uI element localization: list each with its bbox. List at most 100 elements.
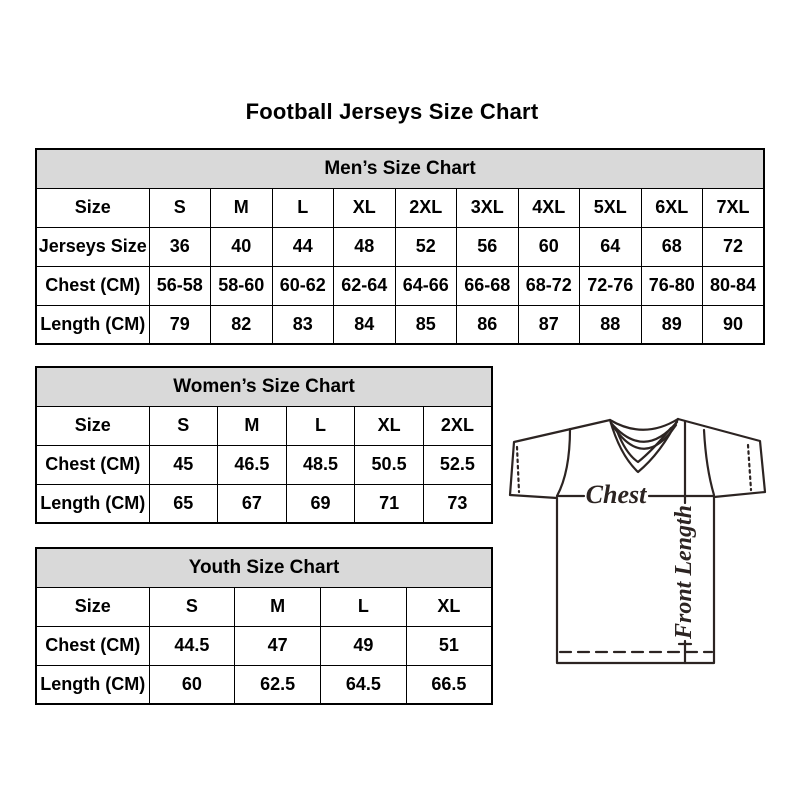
row-label-cell: Chest (CM) bbox=[35, 625, 150, 666]
table-cell: 71 bbox=[354, 483, 424, 524]
sleeve-seam-left bbox=[555, 427, 572, 498]
table-cell: L bbox=[320, 586, 407, 627]
vneck-inner-edge bbox=[615, 426, 673, 464]
table-cell: 84 bbox=[333, 304, 396, 345]
table-cell: 66-68 bbox=[456, 265, 519, 306]
table-cell: 64-66 bbox=[394, 265, 457, 306]
table-row: Chest (CM) 56-58 58-60 60-62 62-64 64-66 66-68… bbox=[35, 265, 765, 306]
table-cell: S bbox=[148, 187, 211, 228]
table-cell: 44.5 bbox=[148, 625, 236, 666]
table-title: Women’s Size Chart bbox=[35, 366, 493, 407]
table-cell: M bbox=[234, 586, 321, 627]
table-cell: M bbox=[217, 405, 287, 446]
table-cell: 3XL bbox=[456, 187, 519, 228]
table-row: Length (CM) 60 62.5 64.5 66.5 bbox=[35, 664, 493, 705]
table-cell: 6XL bbox=[640, 187, 703, 228]
table-title: Youth Size Chart bbox=[35, 547, 493, 588]
table-cell: 82 bbox=[210, 304, 273, 345]
table-cell: 85 bbox=[394, 304, 457, 345]
vneck-outer-edge bbox=[608, 417, 680, 474]
table-cell: 76-80 bbox=[640, 265, 703, 306]
table-row: Chest (CM) 45 46.5 48.5 50.5 52.5 bbox=[35, 444, 493, 485]
table-cell: 48 bbox=[333, 226, 396, 267]
table-cell: 69 bbox=[285, 483, 356, 524]
table-cell: 7XL bbox=[702, 187, 765, 228]
sleeve-stitch-right bbox=[746, 443, 753, 492]
table-cell: S bbox=[148, 586, 236, 627]
table-title: Men’s Size Chart bbox=[35, 148, 765, 189]
table-cell: 64 bbox=[579, 226, 642, 267]
row-label-cell: Size bbox=[35, 187, 150, 228]
table-cell: XL bbox=[333, 187, 396, 228]
table-cell: 72-76 bbox=[579, 265, 642, 306]
table-row: Size S M L XL 2XL 3XL 4XL 5XL 6XL 7XL bbox=[35, 187, 765, 228]
table-cell: L bbox=[285, 405, 356, 446]
table-row: Size S M L XL 2XL bbox=[35, 405, 493, 446]
table-cell: 47 bbox=[234, 625, 321, 666]
table-cell: XL bbox=[354, 405, 424, 446]
womens-size-table: Women’s Size Chart Size S M L XL 2XL Chest (CM)… bbox=[35, 366, 493, 524]
table-cell: 68-72 bbox=[517, 265, 580, 306]
table-cell: 5XL bbox=[579, 187, 642, 228]
chest-measure-label: Chest bbox=[586, 480, 647, 509]
table-cell: 83 bbox=[271, 304, 334, 345]
sleeve-stitch-left bbox=[515, 445, 521, 494]
jersey-outline bbox=[508, 417, 767, 665]
sleeve-seam-right bbox=[702, 428, 716, 497]
row-label-cell: Length (CM) bbox=[35, 304, 150, 345]
table-cell: 64.5 bbox=[320, 664, 407, 705]
table-cell: 73 bbox=[422, 483, 493, 524]
table-cell: 90 bbox=[702, 304, 765, 345]
table-cell: 45 bbox=[148, 444, 219, 485]
table-cell: 89 bbox=[640, 304, 703, 345]
table-row: Length (CM) 79 82 83 84 85 86 87 88 89 90 bbox=[35, 304, 765, 345]
table-cell: 86 bbox=[456, 304, 519, 345]
table-cell: XL bbox=[405, 586, 493, 627]
youth-size-table: Youth Size Chart Size S M L XL Chest (CM) 44.5 4… bbox=[35, 547, 493, 705]
table-cell: M bbox=[210, 187, 273, 228]
table-cell: 52 bbox=[394, 226, 457, 267]
row-label-cell: Size bbox=[35, 405, 150, 446]
row-label-cell: Length (CM) bbox=[35, 664, 150, 705]
row-label-cell: Jerseys Size bbox=[35, 226, 150, 267]
collar-back-curve-1 bbox=[608, 417, 680, 431]
table-cell: 66.5 bbox=[405, 664, 493, 705]
table-row: Length (CM) 65 67 69 71 73 bbox=[35, 483, 493, 524]
table-cell: 52.5 bbox=[422, 444, 493, 485]
row-label-cell: Size bbox=[35, 586, 150, 627]
table-cell: 62.5 bbox=[234, 664, 321, 705]
table-cell: 40 bbox=[210, 226, 273, 267]
table-cell: 87 bbox=[517, 304, 580, 345]
table-cell: 60-62 bbox=[271, 265, 334, 306]
table-cell: 48.5 bbox=[285, 444, 356, 485]
row-label-cell: Chest (CM) bbox=[35, 444, 150, 485]
table-cell: 44 bbox=[271, 226, 334, 267]
table-cell: 50.5 bbox=[354, 444, 424, 485]
table-cell: 56 bbox=[456, 226, 519, 267]
mens-size-table: Men’s Size Chart Size S M L XL 2XL 3XL 4XL 5XL 6XL… bbox=[35, 148, 765, 345]
table-cell: 72 bbox=[702, 226, 765, 267]
table-cell: 68 bbox=[640, 226, 703, 267]
table-cell: 67 bbox=[217, 483, 287, 524]
jersey-measurement-diagram: Chest Front Length bbox=[508, 417, 767, 665]
front-length-measure-label: Front Length bbox=[671, 505, 697, 640]
table-cell: 65 bbox=[148, 483, 219, 524]
table-cell: 60 bbox=[517, 226, 580, 267]
table-cell: 2XL bbox=[394, 187, 457, 228]
table-row: Size S M L XL bbox=[35, 586, 493, 627]
table-cell: L bbox=[271, 187, 334, 228]
table-cell: 80-84 bbox=[702, 265, 765, 306]
page-title: Football Jerseys Size Chart bbox=[245, 99, 539, 124]
table-cell: 79 bbox=[148, 304, 211, 345]
table-cell: 46.5 bbox=[217, 444, 287, 485]
table-cell: 56-58 bbox=[148, 265, 211, 306]
table-cell: 58-60 bbox=[210, 265, 273, 306]
table-row: Chest (CM) 44.5 47 49 51 bbox=[35, 625, 493, 666]
table-cell: 62-64 bbox=[333, 265, 396, 306]
table-cell: 4XL bbox=[517, 187, 580, 228]
row-label-cell: Chest (CM) bbox=[35, 265, 150, 306]
table-cell: S bbox=[148, 405, 219, 446]
table-cell: 49 bbox=[320, 625, 407, 666]
table-cell: 36 bbox=[148, 226, 211, 267]
